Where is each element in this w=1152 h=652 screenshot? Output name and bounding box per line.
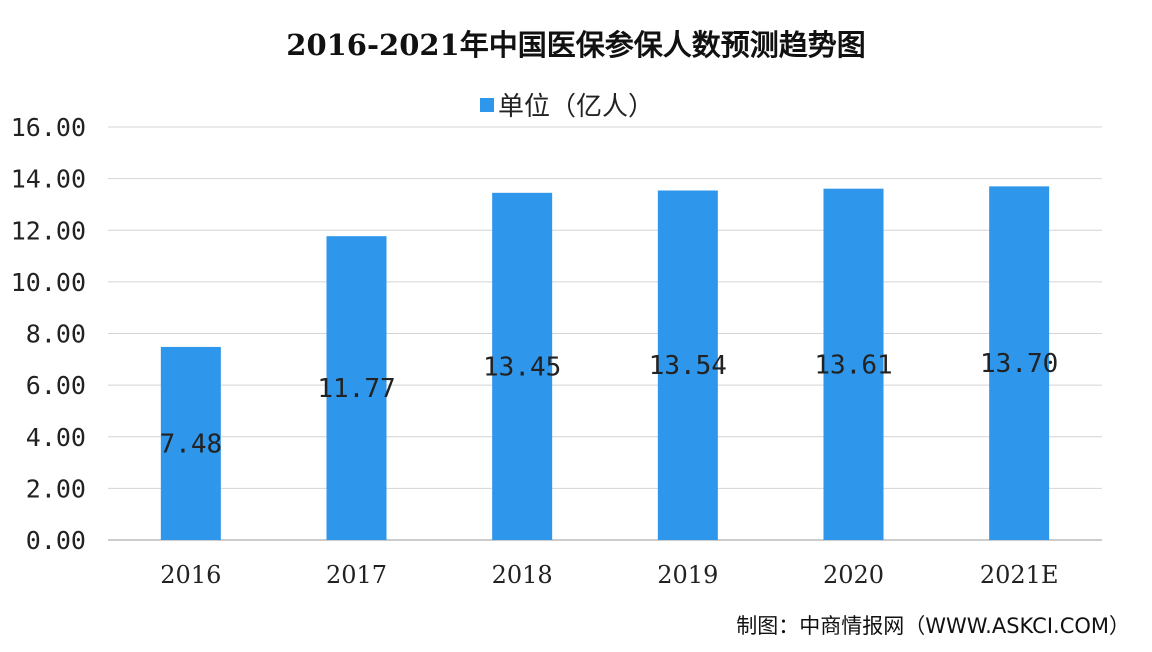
data-label: 13.45: [483, 352, 561, 382]
y-tick-label: 6.00: [26, 371, 86, 400]
x-tick-label: 2019: [657, 561, 718, 589]
x-tick-label: 2018: [492, 561, 553, 589]
bar: [492, 192, 553, 540]
bar: [989, 186, 1050, 540]
data-label: 13.70: [980, 349, 1058, 379]
legend-label: 单位（亿人）: [498, 92, 655, 122]
y-tick-label: 0.00: [26, 526, 86, 555]
bar: [823, 188, 884, 540]
y-tick-label: 8.00: [26, 320, 86, 349]
legend-swatch: [480, 97, 494, 112]
source-note: 制图：中商情报网（WWW.ASKCI.COM）: [736, 614, 1130, 638]
data-label: 11.77: [317, 374, 395, 404]
x-tick-label: 2016: [160, 561, 221, 589]
y-tick-label: 4.00: [26, 423, 86, 452]
data-label: 13.61: [814, 350, 892, 380]
x-tick-label: 2021E: [980, 561, 1059, 589]
x-tick-label: 2020: [823, 561, 884, 589]
y-tick-label: 10.00: [11, 268, 86, 297]
bar: [657, 190, 718, 540]
y-tick-label: 12.00: [11, 216, 86, 245]
y-tick-label: 16.00: [11, 113, 86, 142]
bar: [326, 236, 387, 540]
y-tick-label: 14.00: [11, 165, 86, 194]
legend: 单位（亿人）: [480, 86, 654, 123]
x-tick-label: 2017: [326, 561, 387, 589]
y-tick-label: 2.00: [26, 474, 86, 503]
bar: [160, 346, 221, 540]
chart-title: 2016-2021年中国医保参保人数预测趋势图: [286, 28, 866, 62]
data-label: 13.54: [649, 351, 727, 381]
data-label: 7.48: [160, 429, 223, 459]
